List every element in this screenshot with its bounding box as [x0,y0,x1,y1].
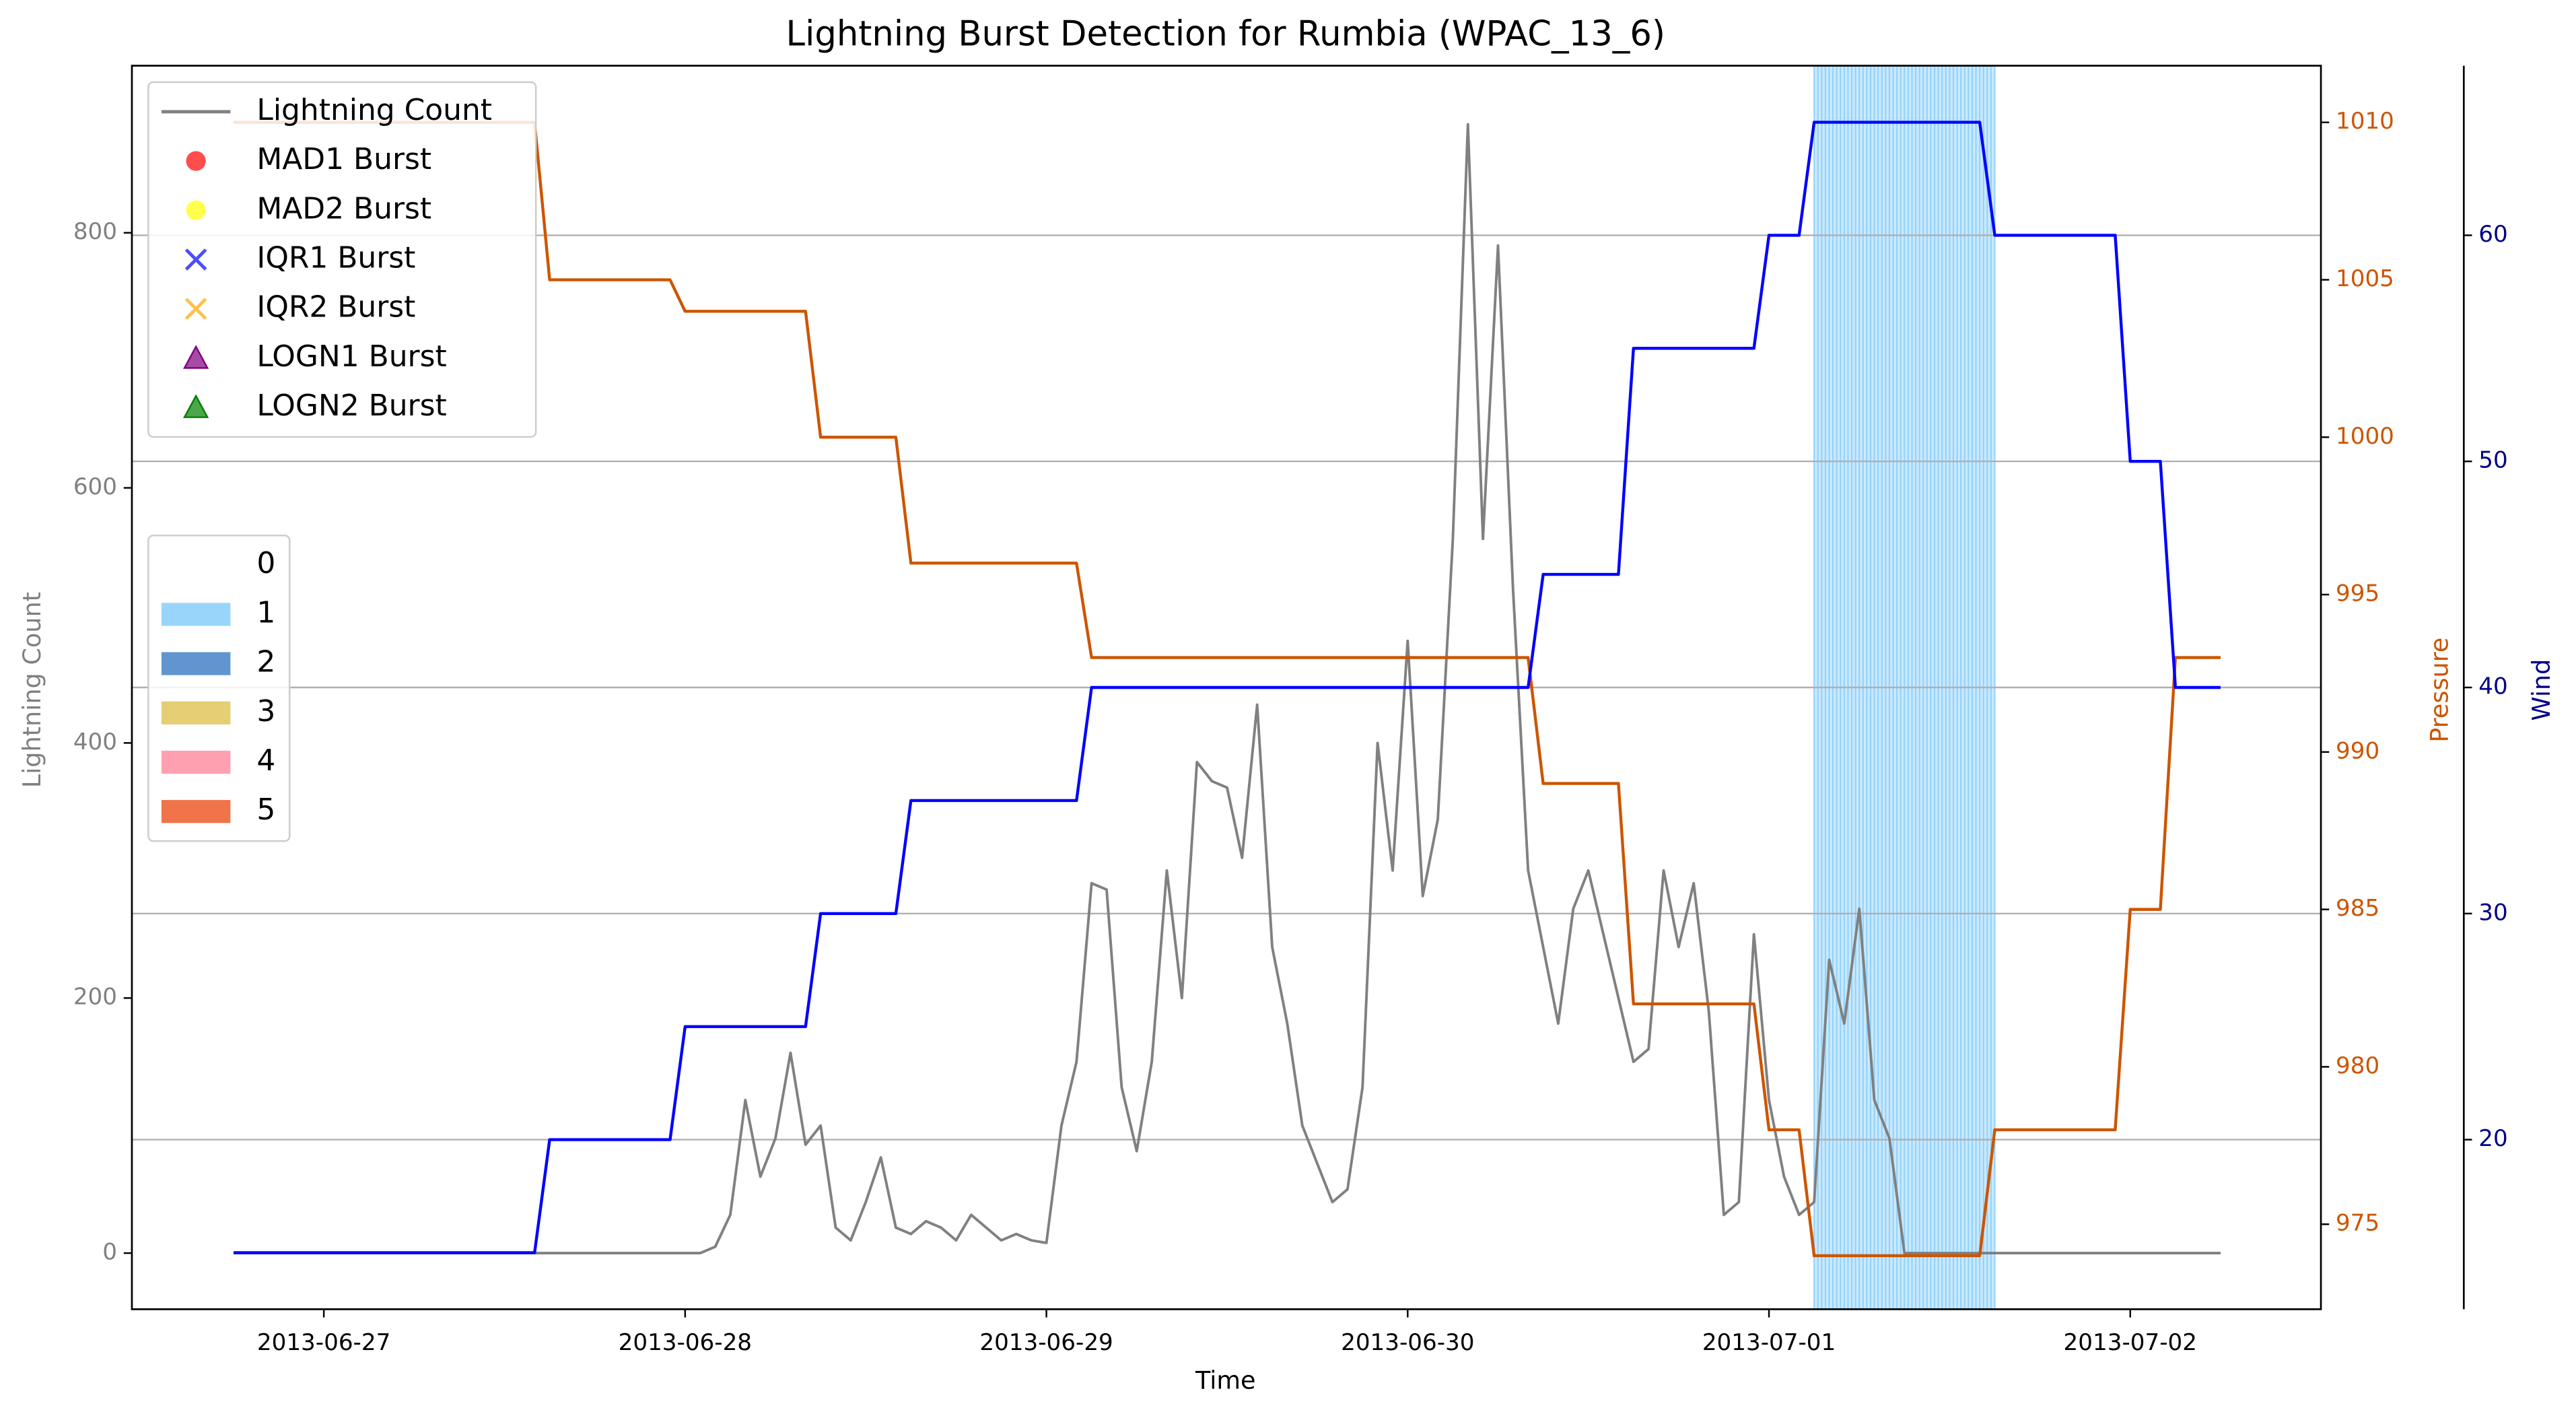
legend-box [147,81,537,438]
x-axis-label: Time [1195,1366,1256,1394]
y2-tick-label: 975 [2336,1210,2379,1237]
legend: Lightning Count MAD1 Burst MAD2 Burst IQR1 … [147,81,537,438]
y2-tick-label: 1005 [2336,265,2394,292]
y-tick-label: 200 [73,984,117,1011]
legend-marker [184,248,207,271]
legend-swatch [161,701,231,724]
x-tick-label: 2013-07-01 [1702,1329,1836,1356]
x-tick-label: 2013-06-30 [1341,1329,1474,1356]
legend-label: LOGN2 Burst [256,389,446,423]
legend-label: LOGN1 Burst [256,339,446,374]
y2-tick-label: 980 [2336,1052,2379,1079]
legend-swatch [161,750,231,774]
legend-label: 1 [256,595,275,630]
y2-axis-label: Pressure [2425,638,2454,743]
plot-frame [131,65,2322,1310]
series-line [233,123,2221,1255]
y-tick-label: 800 [73,218,117,245]
legend-swatch [161,652,231,675]
legend-label: 0 [256,546,275,580]
y3-axis-label: Wind [2527,659,2556,721]
level-legend: 0 1 2 3 4 5 [147,535,291,842]
legend-label: MAD2 Burst [256,191,431,226]
legend-marker [184,298,207,321]
x-tick-label: 2013-07-02 [2064,1329,2197,1356]
y-axis-label: Lightning Count [18,592,46,788]
x-tick-label: 2013-06-29 [979,1329,1113,1356]
x-tick-label: 2013-06-28 [619,1329,752,1356]
series-line [233,121,2221,1254]
y3-tick-label: 30 [2478,899,2507,926]
y-tick-label: 0 [102,1239,117,1266]
y3-tick-label: 40 [2478,673,2507,700]
legend-label: MAD1 Burst [256,142,431,176]
legend-swatch [161,603,231,626]
legend-label: IQR2 Burst [256,290,415,325]
legend-label: 4 [256,743,275,778]
legend-label: 5 [256,793,275,827]
legend-swatch [161,800,231,823]
y2-tick-label: 985 [2336,895,2379,922]
x-tick-label: 2013-06-27 [257,1329,390,1356]
y3-tick-label: 60 [2478,221,2507,248]
chart-title: Lightning Burst Detection for Rumbia (WP… [786,14,1665,55]
legend-marker [186,200,206,220]
y2-tick-label: 990 [2336,737,2379,764]
y-tick-label: 400 [73,729,117,755]
legend-label: 3 [256,694,275,729]
legend-label: IQR1 Burst [256,240,415,275]
legend-marker [186,151,206,171]
legend-label: 2 [256,645,275,679]
y2-tick-label: 995 [2336,580,2379,607]
y3-tick-label: 50 [2478,447,2507,474]
y2-tick-label: 1000 [2336,423,2394,450]
legend-marker [182,345,209,369]
y3-tick-label: 20 [2478,1125,2507,1152]
legend-swatch [161,553,231,577]
legend-label: Lightning Count [256,93,492,127]
y2-tick-label: 1010 [2336,108,2394,135]
legend-marker [182,394,209,418]
y-tick-label: 600 [73,473,117,500]
series-line [233,121,2221,1258]
